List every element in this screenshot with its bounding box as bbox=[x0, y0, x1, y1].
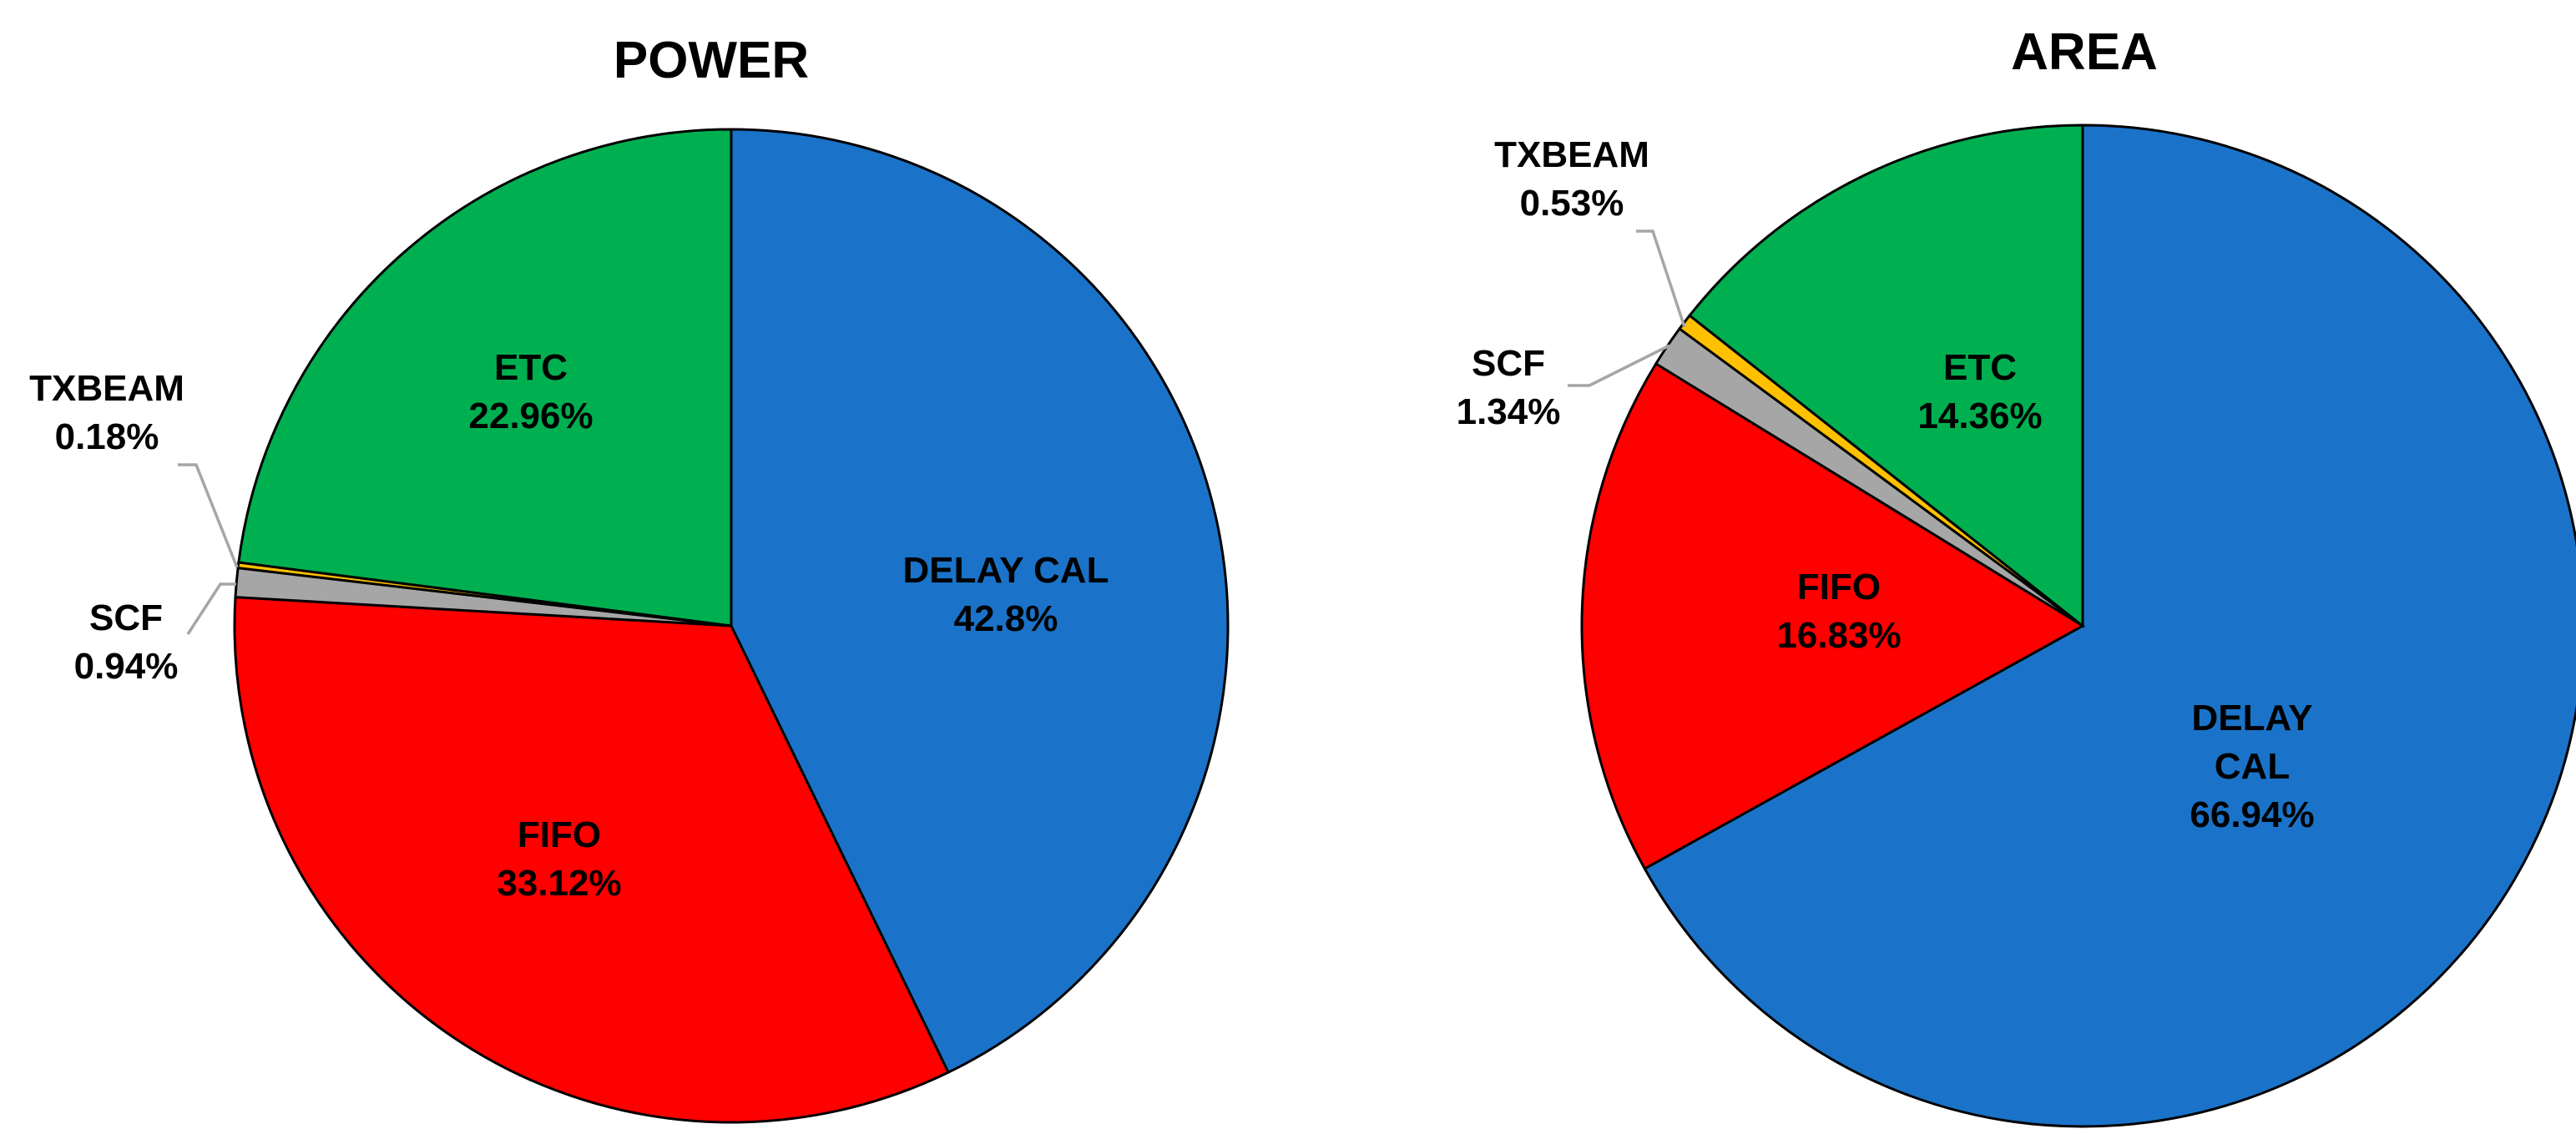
area-leader-line-txbeam bbox=[1636, 229, 1686, 328]
area-data-label-etc: ETC 14.36% bbox=[1917, 347, 2042, 436]
area-chart-title: AREA bbox=[2011, 23, 2158, 81]
power-leader-line-txbeam bbox=[178, 463, 239, 568]
area-pie-chart: AREA DELAY CAL 66.94% FIFO 16.83% SCF 1.34% TXBE… bbox=[1457, 23, 2576, 1128]
area-leader-line-scf bbox=[1568, 344, 1670, 387]
area-slice-etc bbox=[1688, 123, 2084, 629]
power-data-label-txbeam: TXBEAM 0.18% bbox=[29, 368, 184, 457]
power-slice-fifo bbox=[233, 596, 951, 1124]
area-slice-delay-cal bbox=[1643, 123, 2576, 1128]
power-slice-etc bbox=[237, 128, 733, 628]
area-data-label-txbeam: TXBEAM 0.53% bbox=[1494, 134, 1649, 224]
area-data-label-delay-cal: DELAY CAL 66.94% bbox=[2190, 698, 2314, 835]
area-data-label-fifo: FIFO 16.83% bbox=[1776, 567, 1901, 656]
power-chart-title: POWER bbox=[614, 32, 809, 89]
power-data-label-delay-cal: DELAY CAL 42.8% bbox=[903, 550, 1109, 639]
area-data-label-scf: SCF 1.34% bbox=[1457, 343, 1561, 432]
power-data-label-fifo: FIFO 33.12% bbox=[497, 814, 621, 904]
area-slice-fifo bbox=[1580, 361, 2085, 871]
power-slice-delay-cal bbox=[730, 128, 1230, 1075]
power-leader-line-scf bbox=[186, 582, 236, 635]
power-data-label-scf: SCF 0.94% bbox=[74, 597, 179, 687]
power-pie-chart: POWER DELAY CAL 42.8% FIFO 33.12% SCF 0.94% TXB… bbox=[29, 32, 1230, 1124]
power-data-label-etc: ETC 22.96% bbox=[468, 347, 593, 436]
